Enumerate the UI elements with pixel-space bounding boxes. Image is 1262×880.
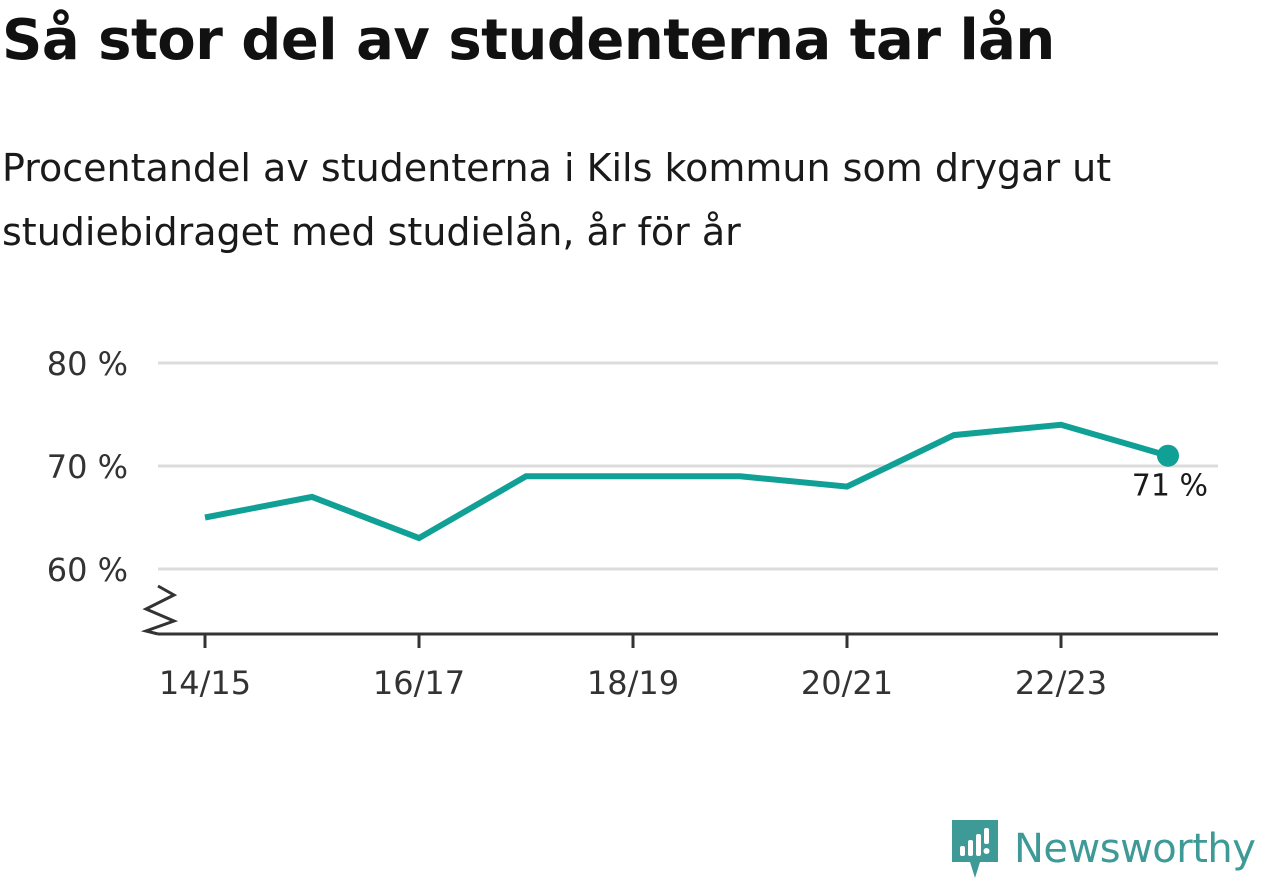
y-tick-label: 80 % xyxy=(47,345,128,383)
y-tick-label: 60 % xyxy=(47,551,128,589)
chart-subtitle: Procentandel av studenterna i Kils kommu… xyxy=(2,146,1112,254)
end-value-label: 71 % xyxy=(1132,469,1208,504)
axis-break-symbol xyxy=(140,584,179,636)
chart-title: Så stor del av studenterna tar lån xyxy=(2,8,1055,73)
x-axis xyxy=(140,584,1218,648)
x-tick-label: 22/23 xyxy=(1015,664,1107,702)
brand-name: Newsworthy xyxy=(1014,826,1256,872)
x-tick-label: 16/17 xyxy=(373,664,465,702)
data-point xyxy=(844,484,850,490)
data-point xyxy=(737,473,743,479)
data-point xyxy=(309,494,315,500)
data-point xyxy=(951,432,957,438)
tick-labels: 60 % 70 % 80 % 14/15 16/17 18/19 20/21 22/23 71 … xyxy=(47,345,1208,702)
gridlines xyxy=(158,361,1218,571)
data-point xyxy=(416,535,422,541)
x-tick-label: 20/21 xyxy=(801,664,893,702)
data-point xyxy=(1058,422,1064,428)
data-point xyxy=(523,473,529,479)
newsworthy-logo-icon xyxy=(952,820,998,878)
newsworthy-brand: Newsworthy xyxy=(950,818,1256,880)
y-tick-label: 70 % xyxy=(47,448,128,486)
end-point-marker xyxy=(1157,444,1179,467)
data-point xyxy=(202,515,208,521)
data-series xyxy=(202,421,1179,542)
x-tick-label: 18/19 xyxy=(587,664,679,702)
data-point xyxy=(630,473,636,479)
x-tick-label: 14/15 xyxy=(159,664,251,702)
series-line xyxy=(204,421,1169,542)
